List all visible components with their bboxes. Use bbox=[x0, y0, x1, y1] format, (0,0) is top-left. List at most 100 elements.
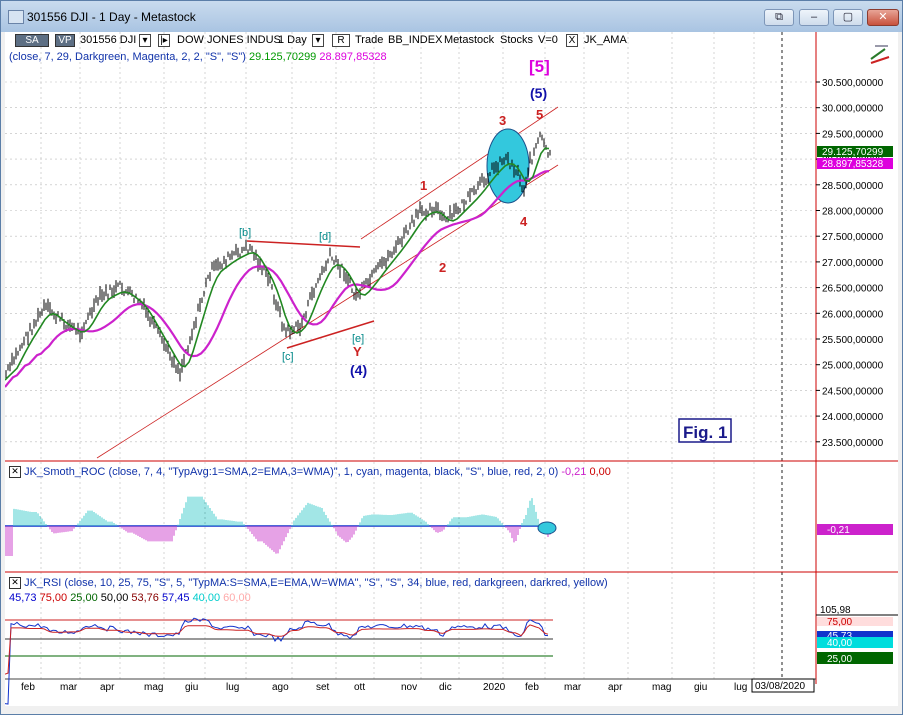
market-label: Stocks bbox=[500, 34, 534, 46]
green-price-badge-bg bbox=[817, 146, 893, 157]
period-label: 1 Day bbox=[278, 34, 307, 46]
price-tick-label: 25.000,00000 bbox=[822, 361, 884, 372]
sa-dropdown[interactable]: SA bbox=[15, 34, 49, 47]
roc-value-2: 0,00 bbox=[589, 466, 611, 478]
symbol-nav-button[interactable]: |▸ bbox=[158, 34, 170, 47]
price-tick-label: 28.000,00000 bbox=[822, 207, 884, 218]
month-label: feb bbox=[525, 682, 539, 693]
drawing-tools-icon[interactable] bbox=[870, 45, 890, 64]
wave-label-y: Y bbox=[353, 344, 362, 359]
indicator-name: JK_AMA bbox=[584, 34, 627, 46]
price-tick-label: 30.500,00000 bbox=[822, 78, 884, 89]
rsi-badge-value: 45,73 bbox=[827, 631, 852, 642]
rsi-header: ✕ JK_RSI (close, 10, 25, 75, "S", 5, "Ty… bbox=[9, 577, 608, 590]
rsi-badge-value-bg bbox=[817, 631, 893, 640]
month-label: mar bbox=[564, 682, 582, 693]
rsi-value: 50,00 bbox=[100, 592, 132, 604]
ama-params-line: (close, 7, 29, Darkgreen, Magenta, 2, 2,… bbox=[9, 51, 387, 63]
price-tick-label: 28.500,00000 bbox=[822, 181, 884, 192]
trade-label: Trade bbox=[355, 34, 384, 46]
roc-highlight-ellipse bbox=[537, 521, 557, 535]
price-tick-label: 27.500,00000 bbox=[822, 232, 884, 243]
rsi-params: (close, 10, 25, 75, "S", 5, "TypMA:S=SMA… bbox=[64, 577, 608, 589]
chart-app-icon bbox=[8, 10, 24, 24]
price-tick-label: 25.500,00000 bbox=[822, 335, 884, 346]
r-dropdown[interactable]: R bbox=[332, 34, 350, 47]
month-label: mag bbox=[652, 682, 671, 693]
month-label: mag bbox=[144, 682, 163, 693]
close-button[interactable]: ✕ bbox=[867, 9, 899, 26]
price-axis: 30.500,0000030.000,0000029.500,0000029.0… bbox=[816, 78, 884, 449]
date-badge: 03/08/2020 bbox=[755, 681, 805, 692]
roc-close-icon[interactable]: ✕ bbox=[9, 466, 21, 479]
month-label: giu bbox=[185, 682, 198, 693]
month-label: set bbox=[316, 682, 330, 693]
x-close-indicator-button[interactable]: X bbox=[566, 34, 578, 47]
month-label: lug bbox=[226, 682, 239, 693]
wave-label-e: [e] bbox=[352, 333, 364, 345]
wave-label-c: [c] bbox=[282, 351, 294, 363]
rsi-value: 75,00 bbox=[39, 592, 71, 604]
rsi-lines bbox=[4, 617, 553, 705]
month-label: apr bbox=[608, 682, 623, 693]
roc-value-1: -0,21 bbox=[561, 466, 587, 478]
price-tick-label: 30.000,00000 bbox=[822, 104, 884, 115]
ama-params: (close, 7, 29, Darkgreen, Magenta, 2, 2,… bbox=[9, 51, 246, 63]
rsi-value: 53,76 bbox=[131, 592, 162, 604]
ama-value-1: 29.125,70299 bbox=[249, 51, 317, 63]
price-tick-label: 26.000,00000 bbox=[822, 309, 884, 320]
volume-label: V=0 bbox=[538, 34, 558, 46]
ama-slow-line bbox=[4, 170, 550, 388]
fig-label: Fig. 1 bbox=[683, 423, 727, 442]
wave-label-b: [b] bbox=[239, 227, 251, 239]
month-label: ott bbox=[354, 682, 365, 693]
month-label: giu bbox=[694, 682, 707, 693]
month-label: apr bbox=[100, 682, 115, 693]
rsi-value: 25,00 bbox=[70, 592, 101, 604]
rsi-signal-line bbox=[4, 624, 549, 675]
maximize-button[interactable]: ▢ bbox=[833, 9, 863, 26]
wave-4-highlight-ellipse bbox=[486, 128, 530, 204]
vp-button[interactable]: VP bbox=[55, 34, 75, 47]
rsi-value: 45,73 bbox=[9, 592, 40, 604]
chart-canvas[interactable]: 30.500,0000030.000,0000029.500,0000029.0… bbox=[4, 32, 898, 706]
chart-area[interactable]: 30.500,0000030.000,0000029.500,0000029.0… bbox=[4, 32, 898, 706]
green-price-badge: 29.125,70299 bbox=[822, 147, 884, 158]
period-dropdown-chevron[interactable]: ▾ bbox=[312, 34, 324, 47]
rsi-name: JK_RSI bbox=[24, 577, 62, 589]
triangle-upper-line bbox=[246, 240, 361, 248]
rsi-badge-75-bg bbox=[817, 617, 893, 626]
rsi-values-line: 45,73 75,00 25,00 50,00 53,76 57,45 40,0… bbox=[9, 592, 251, 604]
rsi-value: 60,00 bbox=[223, 592, 251, 604]
price-bars bbox=[5, 131, 551, 382]
month-label: feb bbox=[21, 682, 35, 693]
rsi-badge-25: 25,00 bbox=[827, 654, 852, 665]
upper-channel-line bbox=[360, 106, 559, 240]
price-tick-label: 24.000,00000 bbox=[822, 412, 884, 423]
rsi-value: 40,00 bbox=[192, 592, 224, 604]
triangle-lower-line bbox=[286, 320, 375, 349]
wave-label-2: 2 bbox=[439, 260, 446, 275]
month-label: nov bbox=[401, 682, 417, 693]
price-tick-label: 24.500,00000 bbox=[822, 386, 884, 397]
instrument-name: DOW JONES INDUS bbox=[177, 34, 281, 46]
ama-value-2: 28.897,85328 bbox=[319, 51, 387, 63]
date-badge-bg bbox=[751, 678, 815, 693]
rsi-value: 57,45 bbox=[161, 592, 193, 604]
date-axis: feb mar apr mag giu lug ago set ott nov dic 2020 feb… bbox=[21, 682, 747, 693]
wave-label-5: 5 bbox=[536, 107, 543, 122]
symbol-label: 301556 DJI bbox=[80, 34, 137, 46]
window-title: 301556 DJI - 1 Day - Metastock bbox=[27, 10, 196, 24]
rsi-axis-top: 105,98 bbox=[820, 605, 851, 616]
minimize-button[interactable]: – bbox=[799, 9, 829, 26]
wave-label-d: [d] bbox=[319, 231, 331, 243]
fig-label-box bbox=[678, 418, 732, 443]
wave-label-4: 4 bbox=[520, 214, 528, 229]
symbol-dropdown-chevron[interactable]: ▾ bbox=[139, 34, 151, 47]
restore-layout-button[interactable]: ⧉ bbox=[764, 9, 794, 26]
rsi-close-icon[interactable]: ✕ bbox=[9, 577, 21, 590]
wave-label-1: 1 bbox=[420, 178, 427, 193]
wave-label-3: 3 bbox=[499, 113, 506, 128]
price-tick-label: 26.500,00000 bbox=[822, 284, 884, 295]
rsi-badge-25-bg bbox=[817, 652, 893, 664]
